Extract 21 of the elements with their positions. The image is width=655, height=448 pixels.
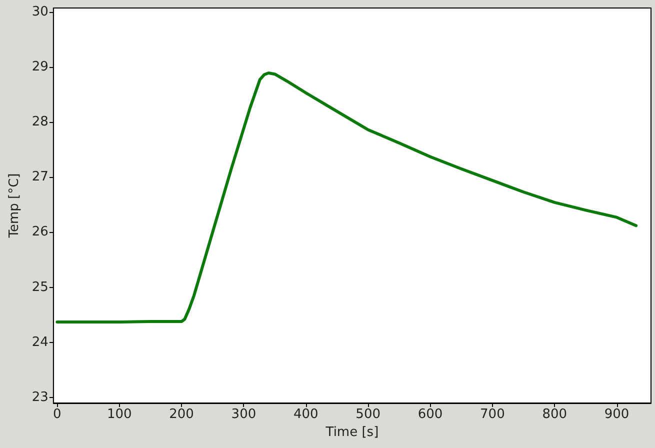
x-axis-title: Time [s] (324, 424, 379, 440)
x-tick-label: 0 (53, 407, 62, 422)
x-tick-label: 200 (169, 407, 194, 422)
x-tick-label: 600 (418, 407, 443, 422)
line-series (56, 72, 638, 324)
y-tick-label: 29 (32, 59, 48, 74)
y-tick-label: 24 (32, 334, 48, 350)
x-tick-label: 900 (604, 407, 630, 422)
x-tick-label: 100 (106, 407, 132, 422)
x-tick-label: 300 (231, 407, 256, 422)
x-tick-label: 400 (293, 407, 318, 422)
y-axis-title: Temp [°C] (7, 173, 22, 239)
x-tick-label: 700 (480, 407, 505, 422)
y-tick-label: 28 (32, 114, 48, 130)
y-tick-label: 30 (32, 4, 48, 20)
y-tick-label: 27 (32, 170, 48, 185)
y-tick-label: 26 (32, 224, 48, 240)
x-tick-label: 800 (542, 407, 568, 422)
x-tick-label: 500 (356, 407, 380, 422)
y-tick-label: 23 (32, 390, 48, 405)
y-tick-label: 25 (32, 280, 48, 295)
